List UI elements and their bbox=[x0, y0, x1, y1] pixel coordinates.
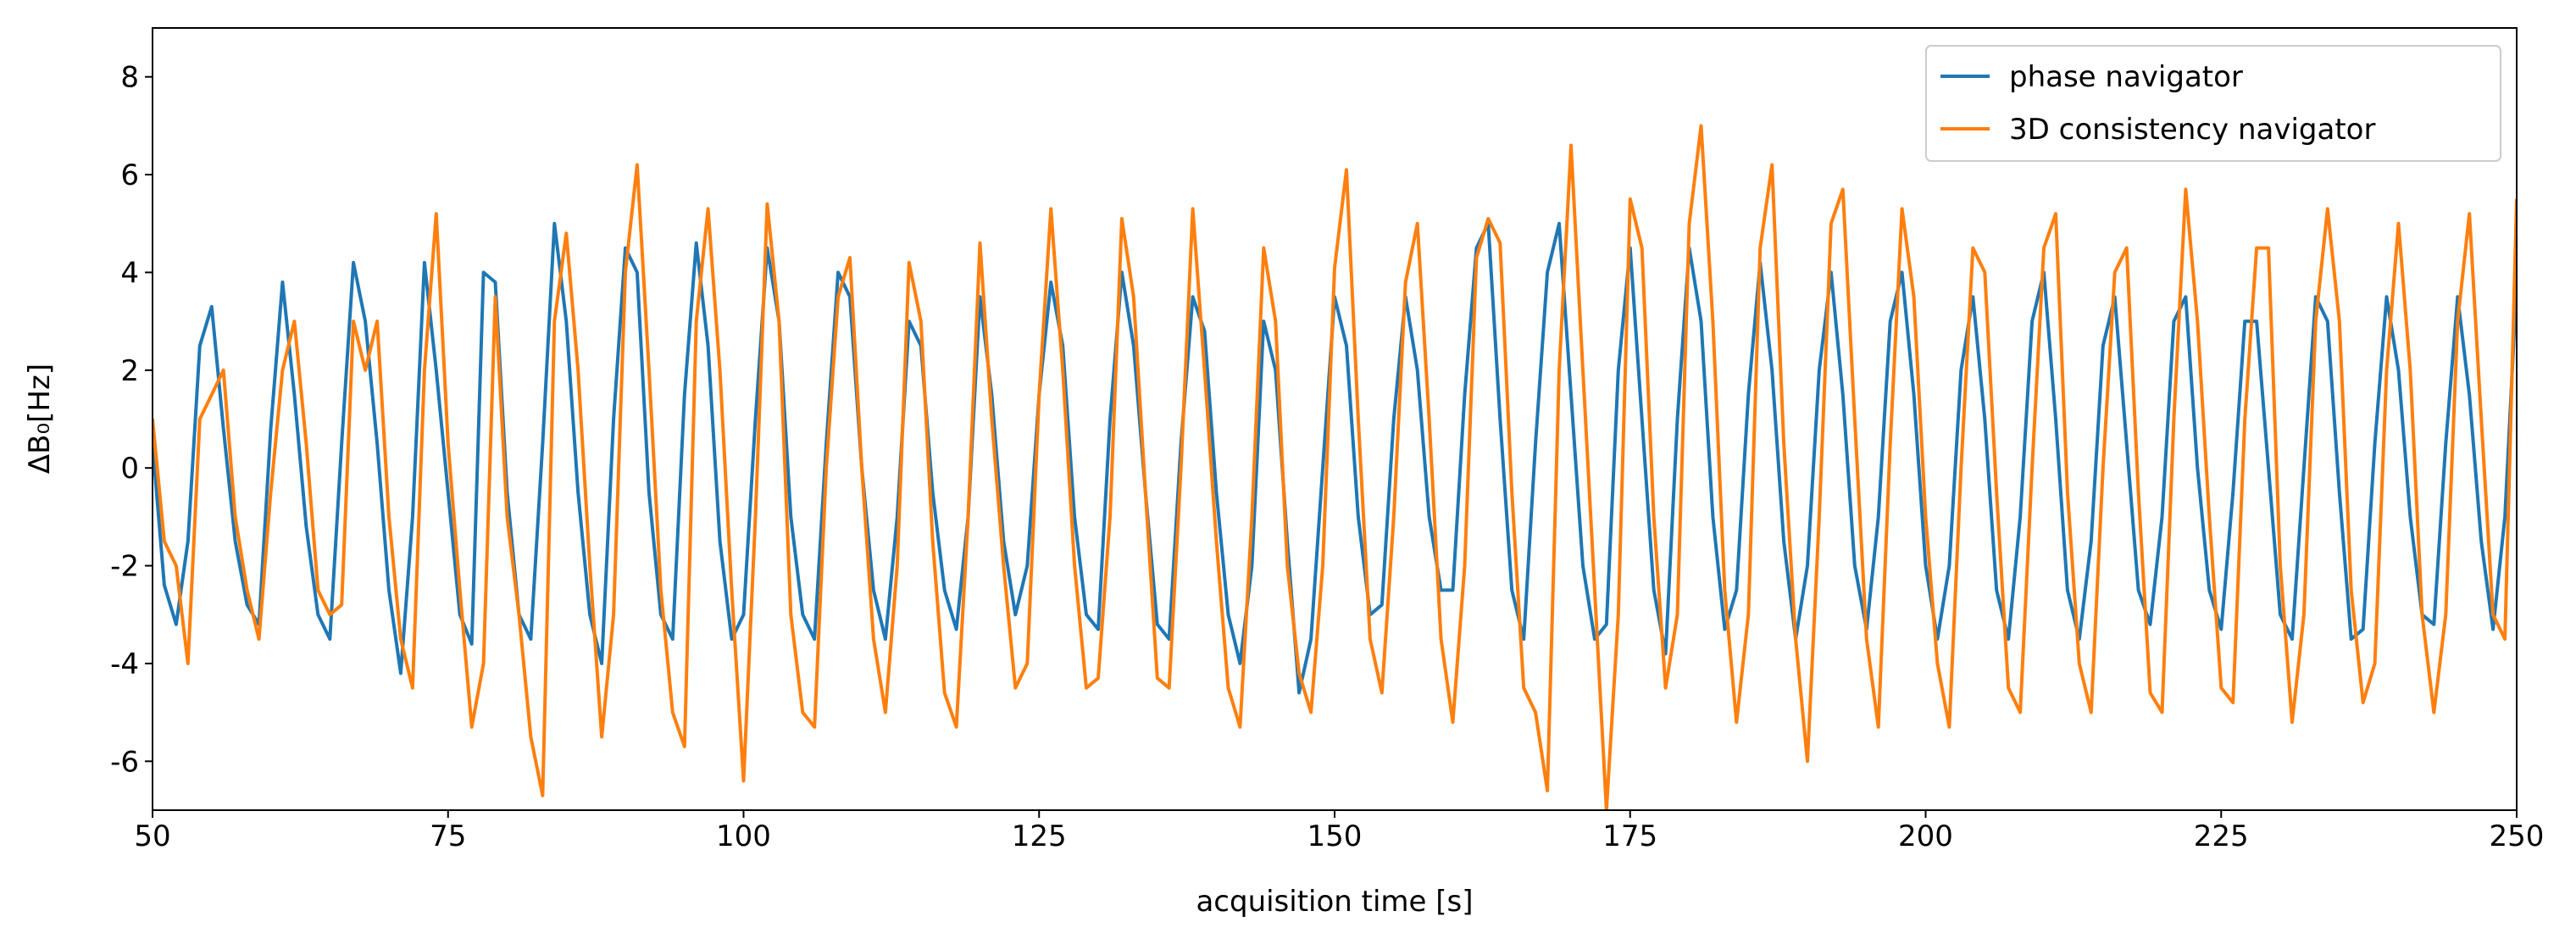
y-tick-label: 6 bbox=[120, 158, 139, 192]
x-tick-label: 175 bbox=[1602, 819, 1657, 853]
x-tick-label: 150 bbox=[1307, 819, 1363, 853]
y-tick-label: 0 bbox=[120, 452, 139, 486]
y-axis-label: ΔB₀[Hz] bbox=[23, 364, 57, 474]
y-tick-label: 2 bbox=[120, 354, 139, 388]
y-tick-label: -4 bbox=[110, 647, 139, 681]
y-tick-label: 4 bbox=[120, 256, 139, 290]
y-tick-label: 8 bbox=[120, 61, 139, 95]
x-tick-label: 200 bbox=[1898, 819, 1953, 853]
y-tick-label: -6 bbox=[110, 745, 139, 779]
x-axis-label: acquisition time [s] bbox=[1196, 885, 1473, 919]
legend-box bbox=[1925, 45, 2501, 162]
y-tick-label: -2 bbox=[110, 550, 139, 584]
legend-label: 3D consistency navigator bbox=[2009, 113, 2375, 147]
x-tick-label: 225 bbox=[2194, 819, 2249, 853]
plot-frame bbox=[152, 27, 2518, 811]
x-tick-label: 125 bbox=[1012, 819, 1067, 853]
legend-label: phase navigator bbox=[2009, 60, 2243, 94]
x-tick-label: 100 bbox=[716, 819, 771, 853]
x-tick-label: 75 bbox=[430, 819, 466, 853]
x-tick-label: 50 bbox=[134, 819, 170, 853]
data-line bbox=[153, 124, 2517, 810]
x-tick-label: 250 bbox=[2490, 819, 2545, 853]
